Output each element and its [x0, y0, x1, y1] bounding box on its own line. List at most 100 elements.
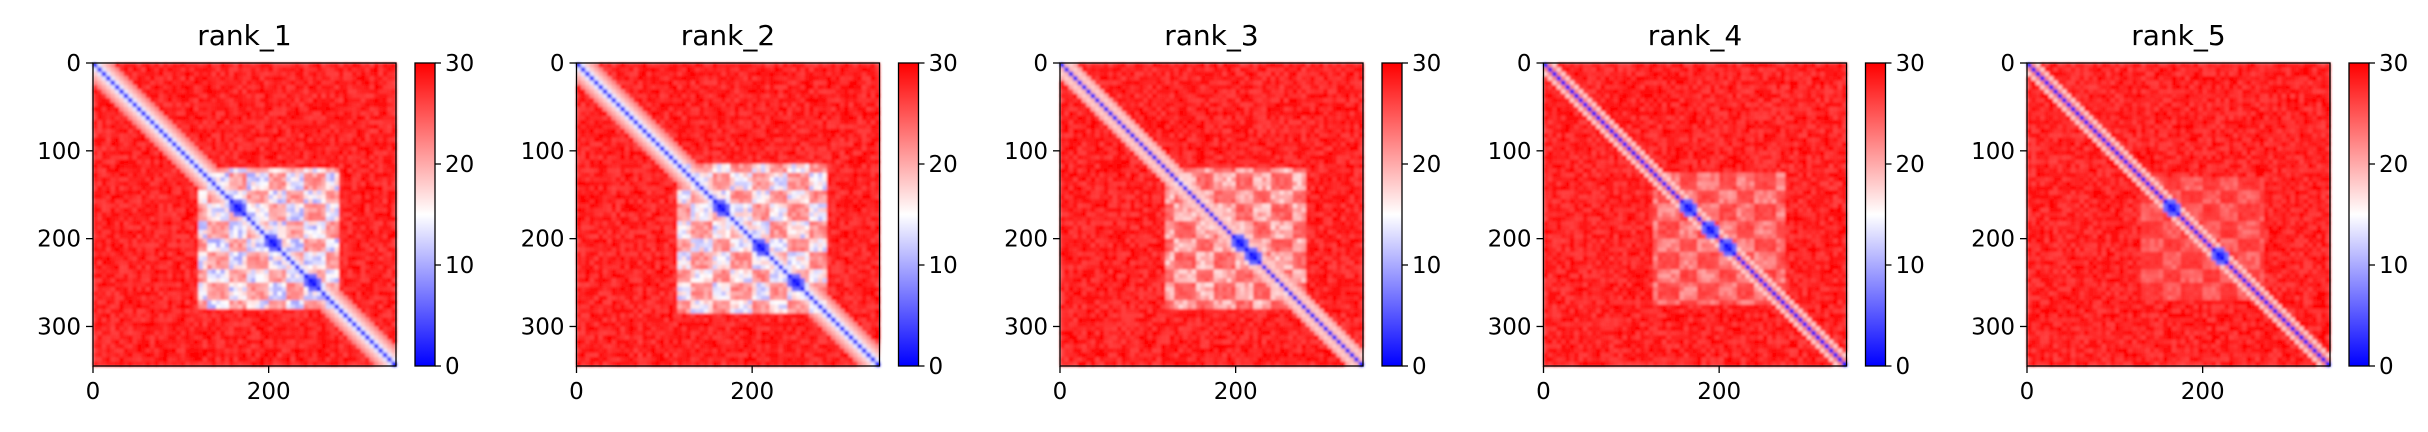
heatmap-cell — [203, 269, 208, 274]
heatmap-cell — [374, 348, 379, 353]
heatmap-cell — [286, 225, 291, 230]
heatmap-cell — [251, 348, 256, 353]
heatmap-cell — [264, 261, 269, 266]
heatmap-cell — [203, 67, 208, 72]
heatmap-cell — [168, 146, 173, 151]
heatmap-cell — [198, 225, 203, 230]
x-tick-label: 200 — [247, 379, 291, 405]
heatmap-cell — [198, 142, 203, 147]
heatmap-cell — [247, 318, 252, 323]
heatmap-cell — [264, 98, 269, 103]
heatmap-cell — [102, 269, 107, 274]
heatmap-cell — [356, 256, 361, 261]
heatmap-cell — [97, 133, 102, 138]
heatmap-cell — [172, 326, 177, 331]
heatmap-cell — [335, 230, 340, 235]
heatmap-cell — [119, 230, 124, 235]
heatmap-cell — [154, 155, 159, 160]
heatmap-cell — [339, 348, 344, 353]
heatmap-cell — [124, 212, 129, 217]
heatmap-cell — [176, 252, 181, 257]
heatmap-cell — [115, 186, 120, 191]
heatmap-cell — [247, 331, 252, 336]
heatmap-cell — [119, 309, 124, 314]
heatmap-cell — [220, 283, 225, 288]
heatmap-cell — [585, 291, 590, 296]
heatmap-cell — [124, 164, 129, 169]
heatmap-cell — [154, 239, 159, 244]
heatmap-cell — [150, 291, 155, 296]
heatmap-cell — [102, 151, 107, 156]
heatmap-cell — [190, 274, 195, 279]
heatmap-cell — [269, 212, 274, 217]
heatmap-cell — [119, 261, 124, 266]
heatmap-cell — [247, 98, 252, 103]
heatmap-cell — [97, 243, 102, 248]
heatmap-cell — [383, 195, 388, 200]
heatmap-cell — [317, 296, 322, 301]
heatmap-cell — [203, 265, 208, 270]
heatmap-cell — [581, 168, 586, 173]
heatmap-cell — [361, 190, 366, 195]
heatmap-cell — [313, 340, 318, 345]
heatmap-cell — [282, 164, 287, 169]
heatmap-cell — [277, 124, 282, 129]
heatmap-cell — [585, 252, 590, 257]
heatmap-cell — [229, 151, 234, 156]
heatmap-cell — [348, 256, 353, 261]
heatmap-cell — [330, 103, 335, 108]
heatmap-cell — [181, 186, 186, 191]
heatmap-cell — [115, 357, 120, 362]
heatmap-cell — [260, 124, 265, 129]
heatmap-cell — [181, 89, 186, 94]
heatmap-cell — [194, 98, 199, 103]
heatmap-cell — [137, 261, 142, 266]
heatmap-cell — [128, 278, 133, 283]
heatmap-cell — [242, 98, 247, 103]
heatmap-cell — [264, 225, 269, 230]
heatmap-cell — [247, 116, 252, 121]
heatmap-cell — [378, 146, 383, 151]
heatmap-cell — [172, 305, 177, 310]
heatmap-cell — [251, 107, 256, 112]
heatmap-cell — [260, 322, 265, 327]
heatmap-cell — [295, 261, 300, 266]
heatmap-cell — [168, 129, 173, 134]
heatmap-cell — [242, 168, 247, 173]
heatmap-cell — [251, 309, 256, 314]
heatmap-cell — [203, 120, 208, 125]
heatmap-cell — [181, 208, 186, 213]
heatmap-cell — [128, 98, 133, 103]
heatmap-cell — [238, 252, 243, 257]
heatmap-cell — [264, 129, 269, 134]
heatmap-cell — [97, 72, 102, 77]
heatmap-cell — [308, 67, 313, 72]
heatmap-cell — [159, 256, 164, 261]
heatmap-cell — [176, 247, 181, 252]
heatmap-cell — [335, 278, 340, 283]
heatmap-cell — [343, 269, 348, 274]
heatmap-cell — [577, 247, 582, 252]
heatmap-cell — [128, 344, 133, 349]
heatmap-cell — [207, 287, 212, 292]
heatmap-cell — [361, 243, 366, 248]
heatmap-cell — [251, 177, 256, 182]
heatmap-cell — [185, 204, 190, 209]
heatmap-cell — [93, 318, 98, 323]
heatmap-cell — [378, 107, 383, 112]
heatmap-cell — [141, 239, 146, 244]
heatmap-cell — [286, 182, 291, 187]
heatmap-cell — [141, 116, 146, 121]
heatmap-cell — [93, 234, 98, 239]
heatmap-cell — [295, 357, 300, 362]
heatmap-cell — [383, 146, 388, 151]
heatmap-cell — [216, 300, 221, 305]
heatmap-cell — [176, 142, 181, 147]
heatmap-cell — [374, 107, 379, 112]
heatmap-cell — [225, 278, 230, 283]
heatmap-cell — [133, 353, 138, 358]
heatmap-cell — [207, 81, 212, 86]
heatmap-cell — [273, 234, 278, 239]
heatmap-cell — [370, 318, 375, 323]
heatmap-cell — [581, 120, 586, 125]
